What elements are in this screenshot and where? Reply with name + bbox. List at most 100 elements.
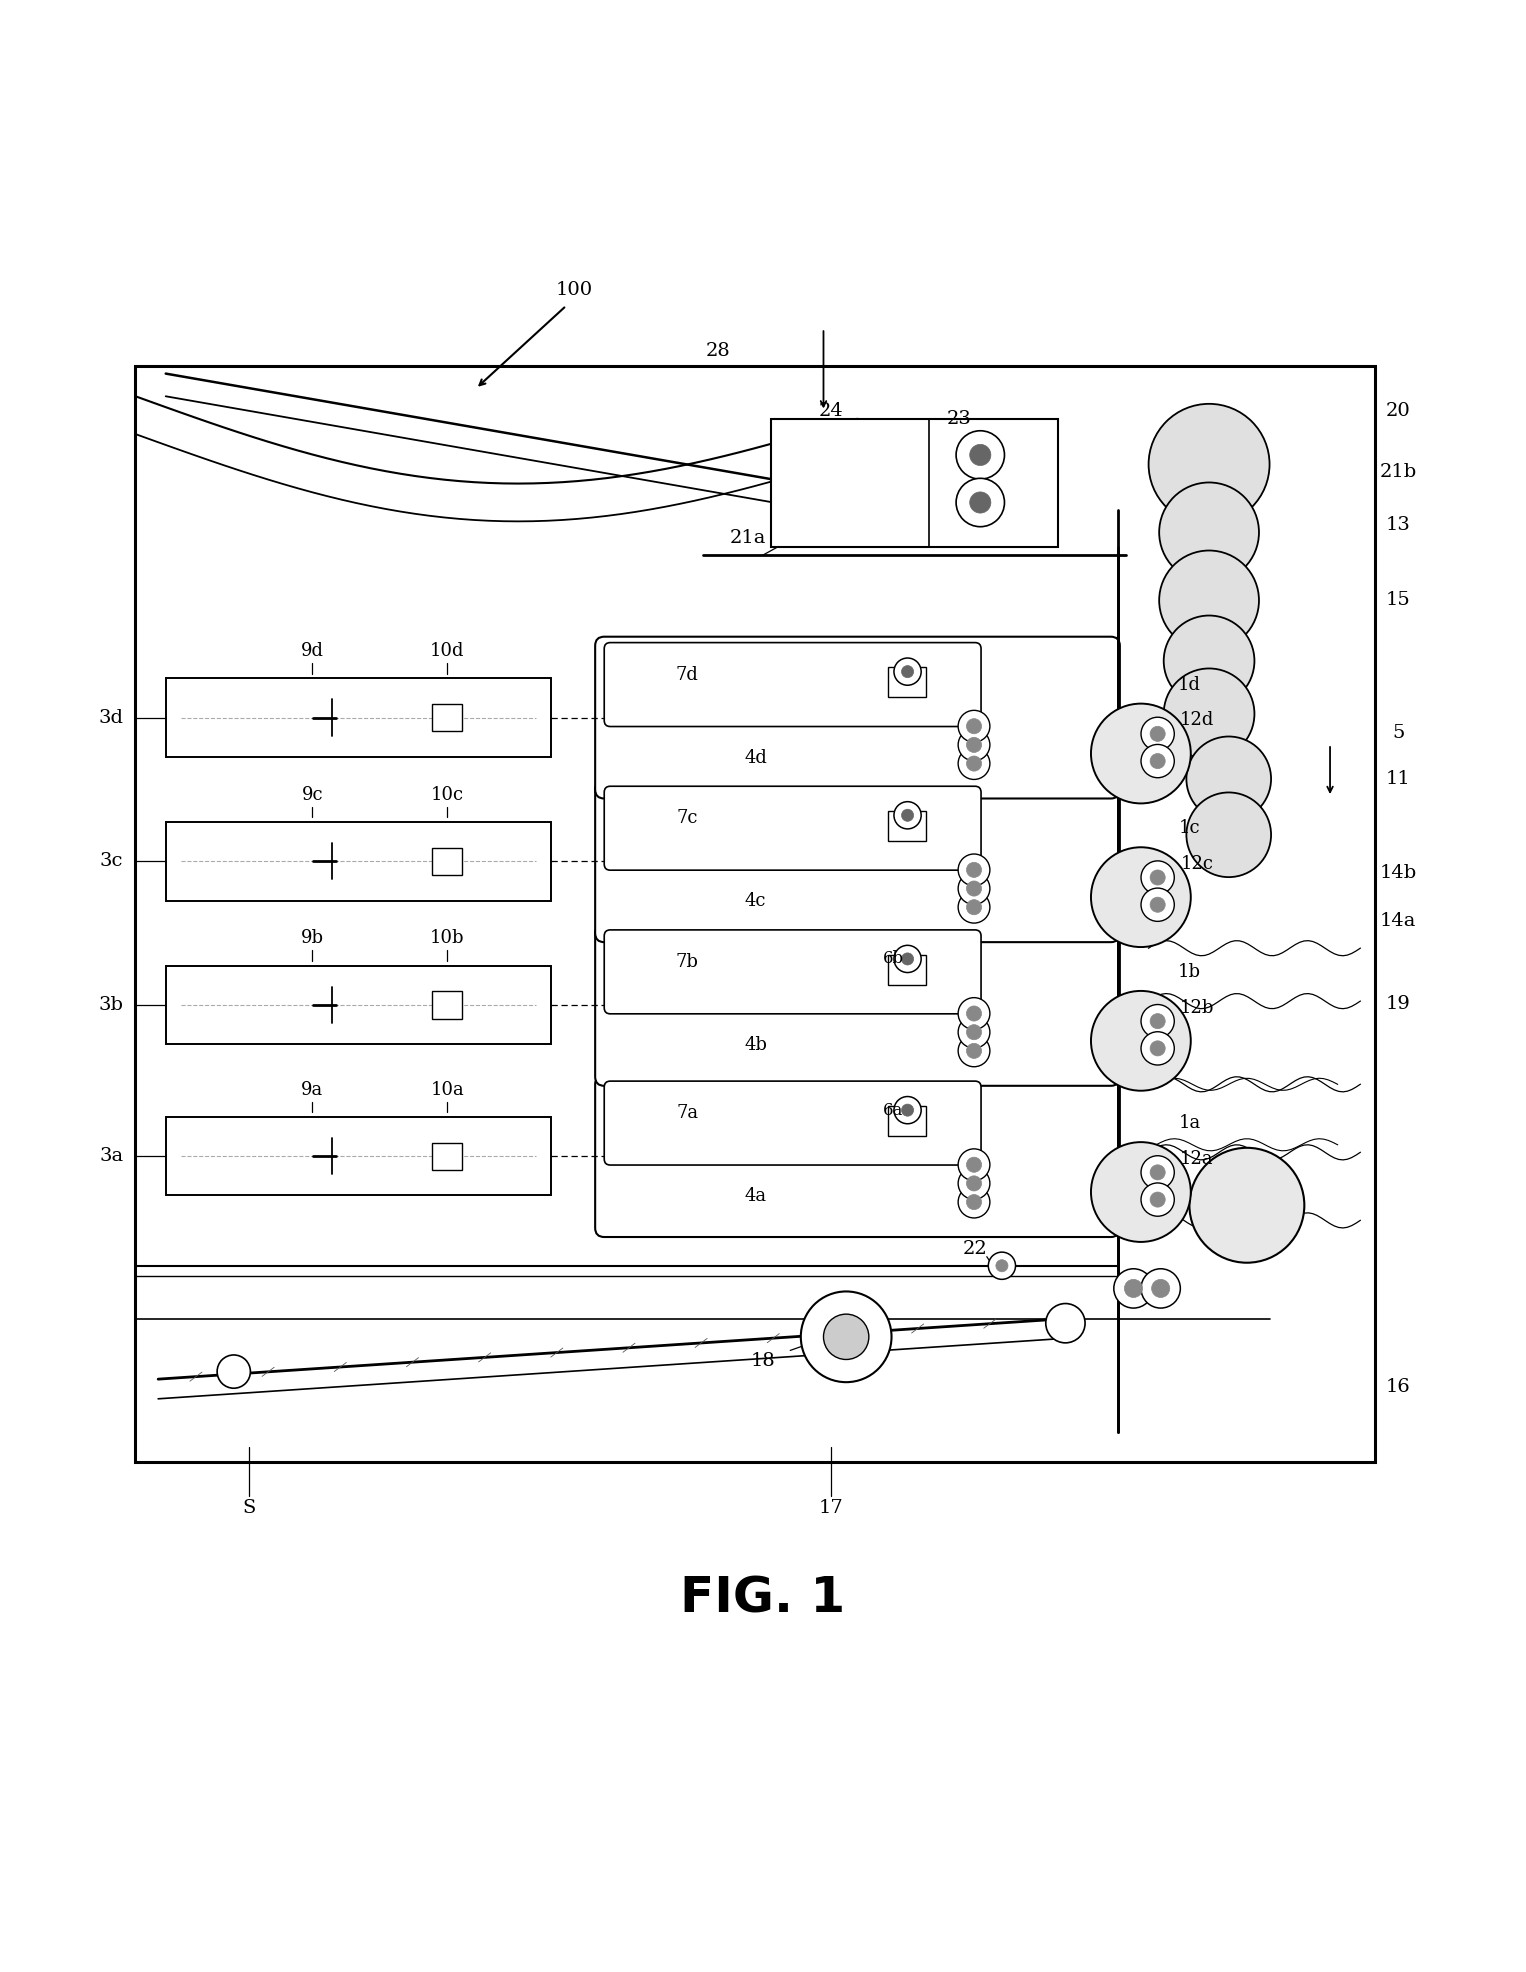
Circle shape [966,1195,981,1209]
Text: 21b: 21b [1380,463,1416,481]
Circle shape [902,809,914,820]
Circle shape [894,659,922,684]
Circle shape [1141,887,1175,921]
Circle shape [1152,1280,1170,1298]
Circle shape [1189,1148,1305,1262]
Circle shape [958,874,990,905]
Circle shape [1141,1268,1180,1307]
Circle shape [1149,404,1270,525]
Circle shape [801,1292,891,1382]
Circle shape [966,1006,981,1021]
Text: 13: 13 [1386,517,1410,534]
Circle shape [1186,793,1271,878]
Text: 21a: 21a [729,528,766,548]
Bar [888,810,926,842]
Circle shape [966,862,981,878]
Text: 17: 17 [818,1499,844,1516]
Text: 4a: 4a [745,1187,766,1205]
Text: 9a: 9a [301,1081,324,1098]
Bar [771,418,1058,548]
Circle shape [1151,1165,1166,1179]
Text: 12a: 12a [1180,1150,1213,1167]
Text: 3d: 3d [98,708,124,726]
Text: 10a: 10a [430,1081,464,1098]
Text: 4b: 4b [745,1035,768,1055]
Text: 24: 24 [818,402,844,420]
Circle shape [966,1175,981,1191]
Text: 7c: 7c [676,809,697,826]
Text: 100: 100 [555,282,592,300]
Circle shape [989,1252,1015,1280]
Circle shape [1091,848,1190,947]
Circle shape [1186,736,1271,820]
Text: 10d: 10d [430,643,464,661]
Text: 3c: 3c [99,852,124,870]
Circle shape [1160,483,1259,582]
Circle shape [958,854,990,885]
Circle shape [966,1158,981,1171]
Text: 11: 11 [1386,769,1410,789]
Text: 20: 20 [1386,402,1410,420]
Circle shape [902,952,914,964]
Circle shape [958,730,990,761]
Text: 4c: 4c [745,893,766,911]
Text: 9b: 9b [301,929,324,947]
Circle shape [958,710,990,741]
Circle shape [1141,745,1175,777]
Circle shape [958,1035,990,1067]
Circle shape [1151,1041,1166,1055]
Text: 9d: 9d [301,643,324,661]
Circle shape [969,491,990,513]
Text: 16: 16 [1386,1378,1410,1396]
Bar [166,822,551,901]
Circle shape [966,899,981,915]
Text: 18: 18 [751,1353,775,1371]
FancyBboxPatch shape [595,637,1120,799]
Circle shape [958,1187,990,1219]
Text: 4d: 4d [745,749,768,767]
Text: 12b: 12b [1180,998,1215,1018]
Text: 12d: 12d [1180,712,1215,730]
Bar [166,966,551,1045]
Bar [432,704,462,732]
Circle shape [966,1025,981,1039]
Circle shape [1114,1268,1154,1307]
Circle shape [958,747,990,779]
Text: 14b: 14b [1380,864,1416,881]
Circle shape [957,479,1004,527]
Bar [166,1116,551,1195]
Circle shape [966,1043,981,1059]
Bar [888,1106,926,1136]
Bar [432,1142,462,1169]
Circle shape [1141,718,1175,751]
Circle shape [958,1016,990,1047]
Text: 1b: 1b [1178,962,1201,980]
Bar [166,678,551,757]
FancyBboxPatch shape [595,781,1120,943]
Bar [888,667,926,698]
Circle shape [1141,1031,1175,1065]
Circle shape [966,755,981,771]
Text: 22: 22 [963,1240,987,1258]
Bar [888,954,926,984]
Text: 5: 5 [1392,724,1404,743]
FancyBboxPatch shape [595,925,1120,1087]
Circle shape [1151,870,1166,885]
Circle shape [966,718,981,734]
Circle shape [1091,704,1190,803]
Circle shape [824,1313,868,1359]
Circle shape [894,945,922,972]
Text: 1c: 1c [1178,818,1201,838]
FancyBboxPatch shape [604,643,981,726]
Circle shape [1151,1014,1166,1029]
Circle shape [902,1104,914,1116]
Circle shape [1151,726,1166,741]
FancyBboxPatch shape [595,1075,1120,1236]
Text: 3a: 3a [99,1148,124,1165]
Circle shape [1151,1191,1166,1207]
FancyBboxPatch shape [604,787,981,870]
Bar [136,367,1375,1463]
Circle shape [957,430,1004,479]
Text: 10c: 10c [430,785,464,805]
Bar [432,848,462,876]
